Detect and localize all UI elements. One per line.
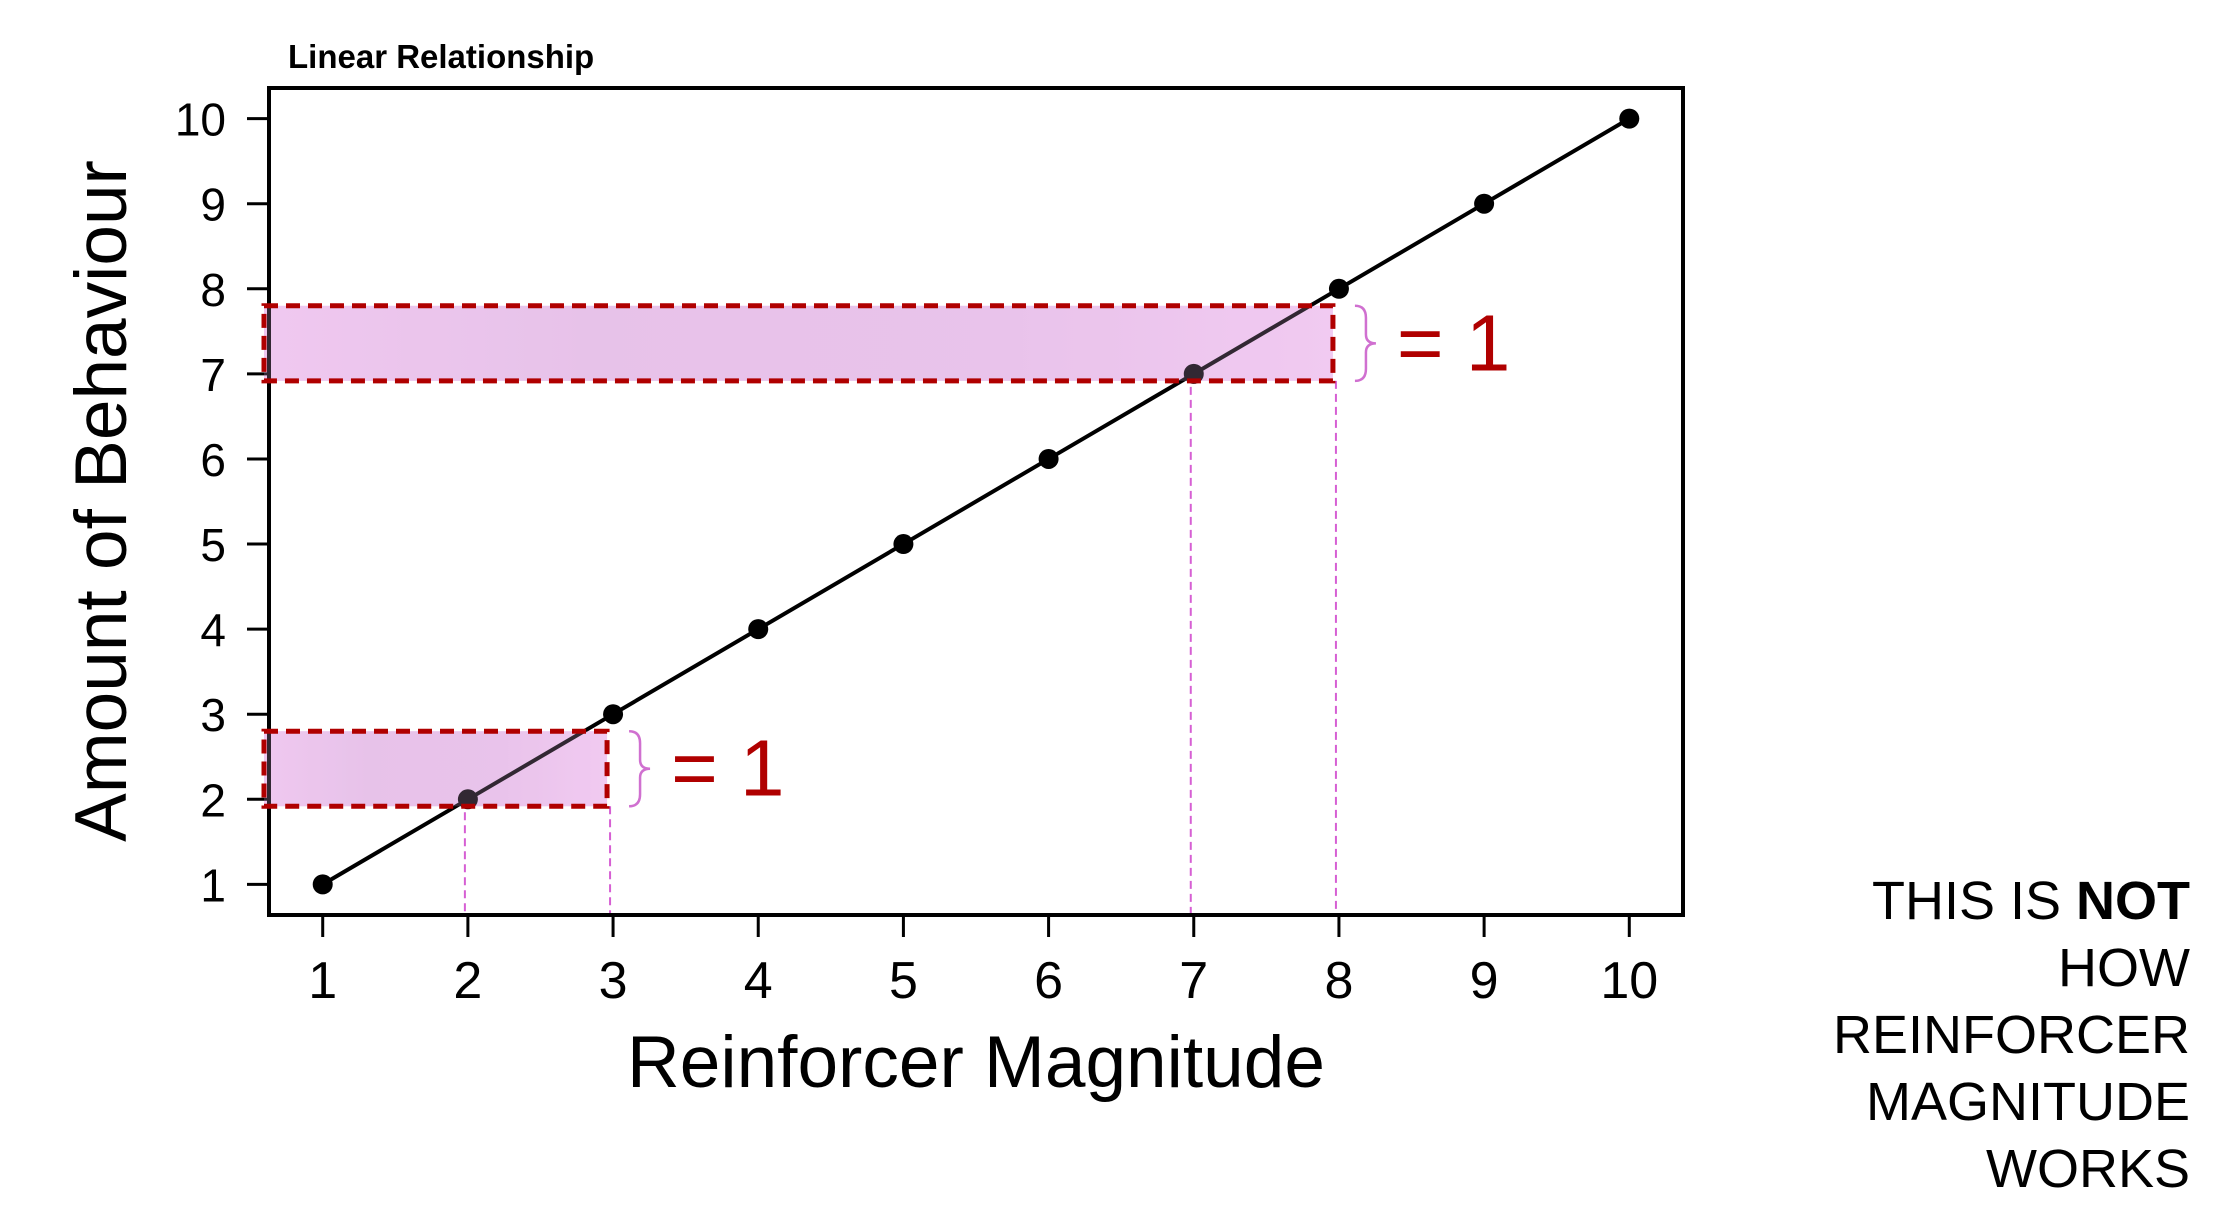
annotation-box-overlay-2	[264, 305, 1333, 381]
y-tick-label-10: 10	[175, 94, 226, 146]
x-tick-label-3: 3	[599, 952, 628, 1010]
y-tick-label-1: 1	[200, 859, 226, 911]
data-point-3	[603, 704, 624, 725]
x-tick-label-5: 5	[889, 952, 918, 1010]
plot-frame	[267, 86, 1685, 917]
x-tick-label-6: 6	[1034, 952, 1063, 1010]
annotation-brace-1	[628, 729, 651, 808]
y-tick-label-4: 4	[200, 604, 226, 656]
data-point-10	[1619, 108, 1640, 129]
y-tick-label-2: 2	[200, 774, 226, 826]
y-tick-label-3: 3	[200, 689, 226, 741]
data-point-8	[1328, 278, 1349, 299]
chart-title: Linear Relationship	[288, 38, 594, 75]
note-line-2: HOW	[2058, 938, 2190, 998]
note-line-4: MAGNITUDE	[1866, 1072, 2190, 1132]
y-tick-label-9: 9	[200, 179, 226, 231]
y-axis-label: Amount of Behaviour	[61, 160, 142, 842]
data-point-1	[312, 874, 333, 895]
annotation-box-overlay-1	[264, 731, 608, 807]
y-tick-label-7: 7	[200, 349, 226, 401]
note-line-1: THIS IS NOT	[1833, 868, 2190, 935]
note-line-5: WORKS	[1985, 1139, 2190, 1199]
data-point-9	[1474, 193, 1495, 214]
data-point-4	[748, 619, 769, 640]
series-line	[321, 116, 1631, 887]
x-tick-label-9: 9	[1470, 952, 1499, 1010]
data-point-6	[1038, 448, 1059, 469]
annotation-box-fill-2	[264, 305, 1333, 381]
note-line-1-prefix: THIS IS	[1871, 871, 2076, 931]
x-tick-label-2: 2	[453, 952, 482, 1010]
annotation-box-border-1	[261, 728, 610, 809]
data-point-5	[893, 534, 914, 555]
note-line-1-emphasis: NOT	[2076, 871, 2190, 931]
annotation-brace-2	[1354, 304, 1376, 383]
x-tick-label-8: 8	[1324, 952, 1353, 1010]
x-tick-label-7: 7	[1179, 952, 1208, 1010]
note-line-3: REINFORCER	[1832, 1005, 2190, 1065]
conclusion-note: THIS IS NOT HOW REINFORCER MAGNITUDE WOR…	[1833, 868, 2190, 1203]
y-tick-label-8: 8	[200, 264, 226, 316]
annotation-box-fill-1	[264, 731, 608, 807]
x-tick-label-4: 4	[744, 952, 773, 1010]
x-axis-label: Reinforcer Magnitude	[627, 1022, 1325, 1103]
annotation-label-1: = 1	[671, 724, 784, 813]
x-tick-label-1: 1	[308, 952, 337, 1010]
y-tick-label-6: 6	[200, 434, 226, 486]
y-tick-label-5: 5	[200, 519, 226, 571]
annotation-label-2: = 1	[1397, 298, 1510, 387]
annotation-box-border-2	[261, 303, 1336, 384]
x-tick-label-10: 10	[1600, 952, 1658, 1010]
